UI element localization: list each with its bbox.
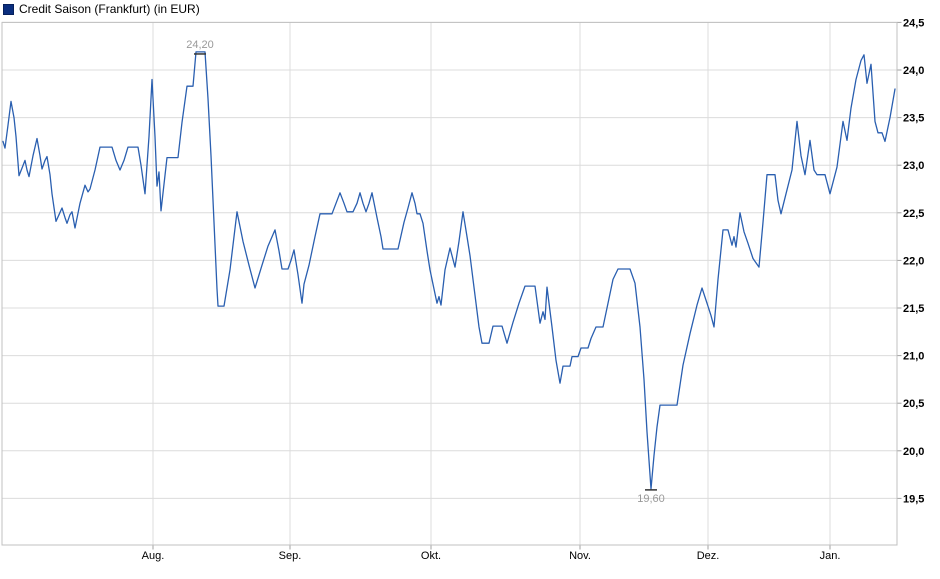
y-axis-label: 23,0 [903,160,924,172]
y-axis-label: 20,0 [903,446,924,458]
y-axis-label: 24,0 [903,65,924,77]
y-axis-label: 21,0 [903,351,924,363]
price-line [2,51,896,490]
chart-title: Credit Saison (Frankfurt) (in EUR) [19,2,200,16]
y-axis-label: 19,5 [903,493,924,505]
month-label: Jan. [820,550,841,562]
chart-header: Credit Saison (Frankfurt) (in EUR) [3,2,200,16]
y-axis-label: 20,5 [903,398,924,410]
y-axis-label: 24,5 [903,17,924,29]
month-label: Nov. [569,550,591,562]
month-label: Aug. [142,550,165,562]
y-axis-label: 22,0 [903,255,924,267]
month-label: Okt. [421,550,441,562]
plot-border [1,21,898,546]
y-axis-label: 21,5 [903,303,924,315]
y-axis-label: 23,5 [903,113,924,125]
legend-square-icon [3,3,14,15]
low-annotation-label: 19,60 [637,493,665,505]
high-annotation-label: 24,20 [186,39,214,51]
y-axis-label: 22,5 [903,208,924,220]
month-label: Dez. [697,550,720,562]
month-label: Sep. [279,550,302,562]
